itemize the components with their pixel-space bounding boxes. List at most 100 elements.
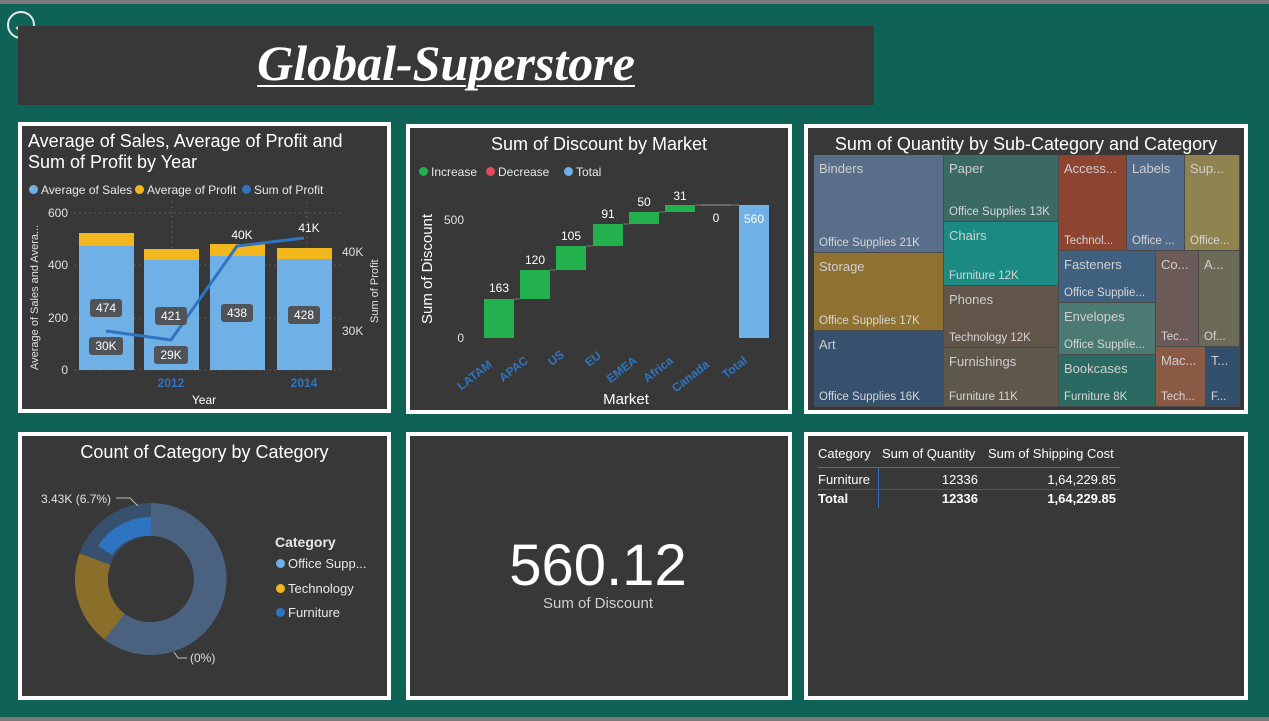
y-tick-400: 400 [48,258,68,272]
treemap-cell-supplies[interactable]: Sup... Office... [1185,155,1240,251]
treemap-cell-storage[interactable]: Storage Office Supplies 17K [814,253,944,331]
treemap-cell-phones[interactable]: Phones Technology 12K [944,286,1059,348]
legend-item-technology[interactable]: Technology [276,581,354,596]
table-column-divider [878,468,879,508]
wf-bar-emea [629,212,659,224]
treemap-cell-envelopes[interactable]: Envelopes Office Supplie... [1059,303,1156,355]
treemap-area: Binders Office Supplies 21K Storage Office… [814,155,1240,407]
treemap-cell-labels[interactable]: Labels Office ... [1127,155,1185,251]
title-bar: Global-Superstore [18,26,874,105]
sales-label-2: 421 [161,309,181,323]
table-header-category[interactable]: Category [818,446,871,461]
waterfall-y-tick-500: 500 [444,213,464,227]
wf-x-tick-total: Total [719,353,750,381]
wf-label-us: 105 [561,229,581,243]
profit-label-2: 29K [160,348,181,362]
treemap-title: Sum of Quantity by Sub-Category and Cate… [834,134,1218,154]
treemap-cell-appliances[interactable]: A... Of... [1199,251,1240,347]
treemap-cell-tables[interactable]: T... F... [1206,347,1240,407]
treemap-cell-fasteners[interactable]: Fasteners Office Supplie... [1059,251,1156,303]
treemap-cell-chairs[interactable]: Chairs Furniture 12K [944,222,1059,286]
y-tick-600: 600 [48,206,68,220]
donut-legend-title: Category [275,534,336,550]
legend-item-decrease[interactable]: Decrease [486,165,549,179]
legend-item-furniture[interactable]: Furniture [276,605,340,620]
treemap-cell-paper[interactable]: Paper Office Supplies 13K [944,155,1059,222]
bar-profit-3 [210,244,265,256]
legend-item-avg-sales[interactable]: Average of Sales [29,183,132,197]
legend-item-office-supplies[interactable]: Office Supp... [276,556,367,571]
waterfall-y-tick-0: 0 [457,331,464,345]
donut-slice-office-supplies [104,503,227,655]
sales-label-4: 428 [294,308,314,322]
legend-item-sum-profit[interactable]: Sum of Profit [242,183,323,197]
wf-label-africa: 31 [673,189,687,203]
donut-plot: 3.43K (6.7%) (0%) [41,492,227,665]
waterfall-plot: Sum of Discount 500 0 163 120 105 91 50 … [419,189,769,408]
combo-chart-title-line2: Sum of Profit by Year [28,152,198,172]
waterfall-title: Sum of Discount by Market [490,134,708,154]
table-cell-quantity: 12336 [941,472,978,487]
treemap-cell-bookcases[interactable]: Bookcases Furniture 8K [1059,355,1156,407]
wf-x-tick-apac: APAC [496,353,531,385]
treemap-cell-binders[interactable]: Binders Office Supplies 21K [814,155,944,253]
treemap-cell-copiers[interactable]: Co... Tec... [1156,251,1199,347]
profit-label-4: 41K [298,221,319,235]
table-total-quantity: 12336 [941,491,978,506]
y-axis-label: Average of Sales and Avera... [29,225,41,370]
table-header-shipping[interactable]: Sum of Shipping Cost [988,446,1114,461]
bar-profit-2 [144,249,199,260]
bar-profit-4 [277,248,332,259]
wf-x-tick-us: US [545,347,567,368]
line-sum-profit [105,236,305,342]
table-total-label: Total [818,491,849,506]
wf-bar-us [556,246,586,270]
wf-label-canada: 0 [713,211,720,225]
wf-x-tick-emea: EMEA [604,353,640,386]
wf-bar-apac [520,270,550,299]
legend-item-total[interactable]: Total [564,165,601,179]
legend-item-avg-profit[interactable]: Average of Profit [135,183,236,197]
discount-waterfall-chart[interactable]: Sum of Discount by Market Increase Decre… [406,124,792,414]
sales-profit-combo-chart[interactable]: Average of Sales, Average of Profit and … [18,122,391,413]
category-table[interactable]: Category Sum of Quantity Sum of Shipping… [804,432,1248,700]
combo-chart-plot: 600 400 200 0 40K 30K Average of Sales a… [29,201,381,407]
wf-x-tick-latam: LATAM [455,357,495,393]
kpi-label: Sum of Discount [542,595,654,612]
legend-item-increase[interactable]: Increase [419,165,477,179]
donut-title: Count of Category by Category [80,442,329,462]
treemap-cell-machines[interactable]: Mac... Tech... [1156,347,1206,407]
profit-label-3: 40K [231,228,252,242]
donut-slice-technology [74,553,125,640]
kpi-value: 560.12 [509,533,687,598]
waterfall-x-axis-label: Market [603,391,650,408]
table-header-divider [818,467,1120,468]
frame-bottom-border [0,717,1269,721]
treemap-cell-furnishings[interactable]: Furnishings Furniture 11K [944,348,1059,407]
treemap-cell-accessories[interactable]: Access... Technol... [1059,155,1127,251]
x-tick-2012: 2012 [158,376,185,390]
x-axis-label: Year [192,393,216,407]
wf-label-eu: 91 [601,207,615,221]
donut-label-bottom: (0%) [190,651,215,665]
wf-x-tick-africa: Africa [640,353,676,385]
table-cell-category: Furniture [818,472,871,487]
table-total-shipping: 1,64,229.85 [1047,491,1116,506]
treemap-cell-art[interactable]: Art Office Supplies 16K [814,331,944,407]
quantity-treemap[interactable]: Sum of Quantity by Sub-Category and Cate… [804,124,1248,414]
sales-label-1: 474 [96,301,116,315]
y2-tick-40k: 40K [342,245,363,259]
y-tick-0: 0 [61,363,68,377]
table-header-quantity[interactable]: Sum of Quantity [882,446,976,461]
profit-label-1: 30K [95,339,116,353]
x-tick-2014: 2014 [291,376,318,390]
wf-x-tick-canada: Canada [669,357,712,395]
discount-kpi-card[interactable]: 560.12 Sum of Discount [406,432,792,700]
wf-label-apac: 120 [525,253,545,267]
frame-top-border [0,0,1269,4]
wf-label-emea: 50 [637,195,651,209]
y2-axis-label: Sum of Profit [369,259,381,323]
table-row-divider [818,489,1120,490]
wf-bar-eu [593,224,623,246]
category-donut-chart[interactable]: Count of Category by Category 3.43K (6.7… [18,432,391,700]
